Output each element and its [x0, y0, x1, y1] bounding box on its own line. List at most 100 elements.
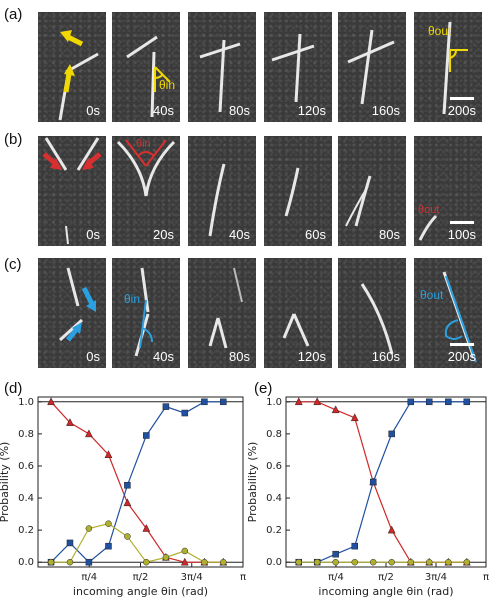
filament-c-3 [282, 313, 310, 347]
filament-c-1 [134, 267, 153, 357]
y-tick-label: 0.6 [266, 461, 282, 472]
time-c-5: 200s [447, 349, 476, 364]
point-triangle [350, 413, 359, 422]
point-triangle [123, 498, 132, 507]
frame-c-2: 80s [188, 258, 256, 368]
y-tick-label: 0.0 [18, 557, 34, 568]
point-square [201, 398, 208, 406]
x-tick-label: π [240, 572, 246, 583]
y-tick-label: 0.4 [266, 493, 282, 504]
filament-a-4 [347, 29, 395, 105]
x-tick-label: π/2 [133, 572, 149, 583]
plot-frame [285, 396, 487, 568]
filament-c-4 [360, 283, 394, 355]
point-triangle [47, 397, 55, 406]
frame-a-1: θin 40s [112, 12, 180, 122]
x-tick-label: π/4 [81, 572, 97, 583]
frame-a-0: 0s [38, 12, 106, 122]
time-c-2: 80s [229, 349, 250, 364]
point-square [105, 542, 112, 550]
angle-in-a: θin [159, 78, 176, 92]
filament-c-0 [58, 267, 96, 342]
time-a-1: 40s [153, 103, 174, 118]
y-tick-label: 1.0 [18, 397, 34, 408]
point-circle [425, 558, 433, 566]
point-circle [143, 558, 150, 566]
time-b-2: 40s [229, 227, 250, 242]
point-square [143, 432, 150, 439]
series-line-2 [51, 523, 224, 563]
point-square [388, 430, 395, 438]
y-axis-label: Probability (%) [0, 442, 11, 523]
frame-c-3: 120s [264, 258, 332, 368]
scale-bar-c [450, 343, 474, 346]
point-square [425, 398, 433, 406]
filament-c-2 [208, 267, 243, 349]
y-tick-label: 0.8 [18, 429, 34, 440]
angle-out-b: θout [418, 204, 440, 216]
time-c-3: 120s [297, 349, 326, 364]
angle-in-b: θin [136, 138, 151, 150]
point-circle [85, 525, 93, 532]
point-circle [295, 558, 302, 566]
point-square [181, 409, 189, 417]
y-tick-label: 0.6 [18, 461, 34, 472]
frame-b-5: θout 100s [414, 136, 482, 246]
y-tick-label: 0.2 [18, 525, 34, 536]
filament-b-1 [116, 139, 176, 197]
time-c-4: 160s [371, 349, 400, 364]
x-tick-label: 3π/4 [425, 572, 447, 583]
series-line-0 [50, 401, 224, 563]
point-circle [369, 558, 377, 566]
series-line-1 [50, 401, 224, 564]
x-axis-label: incoming angle θin (rad) [73, 585, 208, 598]
point-square [369, 478, 377, 486]
frame-c-5: θout 200s [414, 258, 482, 368]
point-triangle [66, 418, 74, 426]
point-triangle [104, 450, 113, 458]
point-circle [201, 558, 208, 566]
frame-c-1: θin 40s [112, 258, 180, 368]
time-a-2: 80s [229, 103, 250, 118]
frame-a-2: 80s [188, 12, 256, 122]
point-circle [162, 554, 170, 561]
panel-label-d: (d) [4, 380, 23, 397]
point-triangle [180, 557, 189, 566]
point-triangle [313, 397, 322, 406]
filament-b-0 [42, 137, 102, 245]
point-square [445, 398, 452, 406]
frame-a-4: 160s [338, 12, 406, 122]
filament-b-3 [284, 167, 300, 217]
filament-a-3 [271, 33, 315, 103]
x-tick-label: 3π/4 [181, 572, 203, 583]
filament-b-4 [345, 175, 372, 227]
time-b-3: 60s [305, 227, 326, 242]
point-triangle [142, 523, 151, 532]
arrow-a-2 [63, 73, 72, 93]
time-b-5: 100s [447, 227, 476, 242]
panel-label-e: (e) [254, 380, 273, 397]
time-a-4: 160s [371, 103, 400, 118]
point-circle [407, 558, 415, 566]
x-tick-label: π/4 [328, 572, 344, 583]
arrow-a-1 [66, 34, 84, 47]
y-axis-label: Probability (%) [246, 442, 259, 523]
filament-a-1 [126, 35, 171, 118]
panel-label-a: (a) [4, 6, 23, 23]
y-tick-label: 1.0 [266, 397, 282, 408]
panel-label-c: (c) [4, 256, 22, 273]
panel-label-b: (b) [4, 131, 23, 148]
angle-in-c: θin [124, 292, 141, 306]
scale-bar-a [450, 97, 474, 100]
angle-out-c: θout [420, 288, 444, 302]
x-axis-label: incoming angle θin (rad) [318, 585, 453, 598]
y-tick-label: 0.4 [18, 493, 34, 504]
point-circle [445, 558, 452, 566]
point-square [332, 550, 339, 558]
point-triangle [294, 397, 303, 406]
x-tick-label: π [483, 572, 489, 583]
point-circle [181, 547, 189, 555]
point-circle [313, 558, 321, 566]
